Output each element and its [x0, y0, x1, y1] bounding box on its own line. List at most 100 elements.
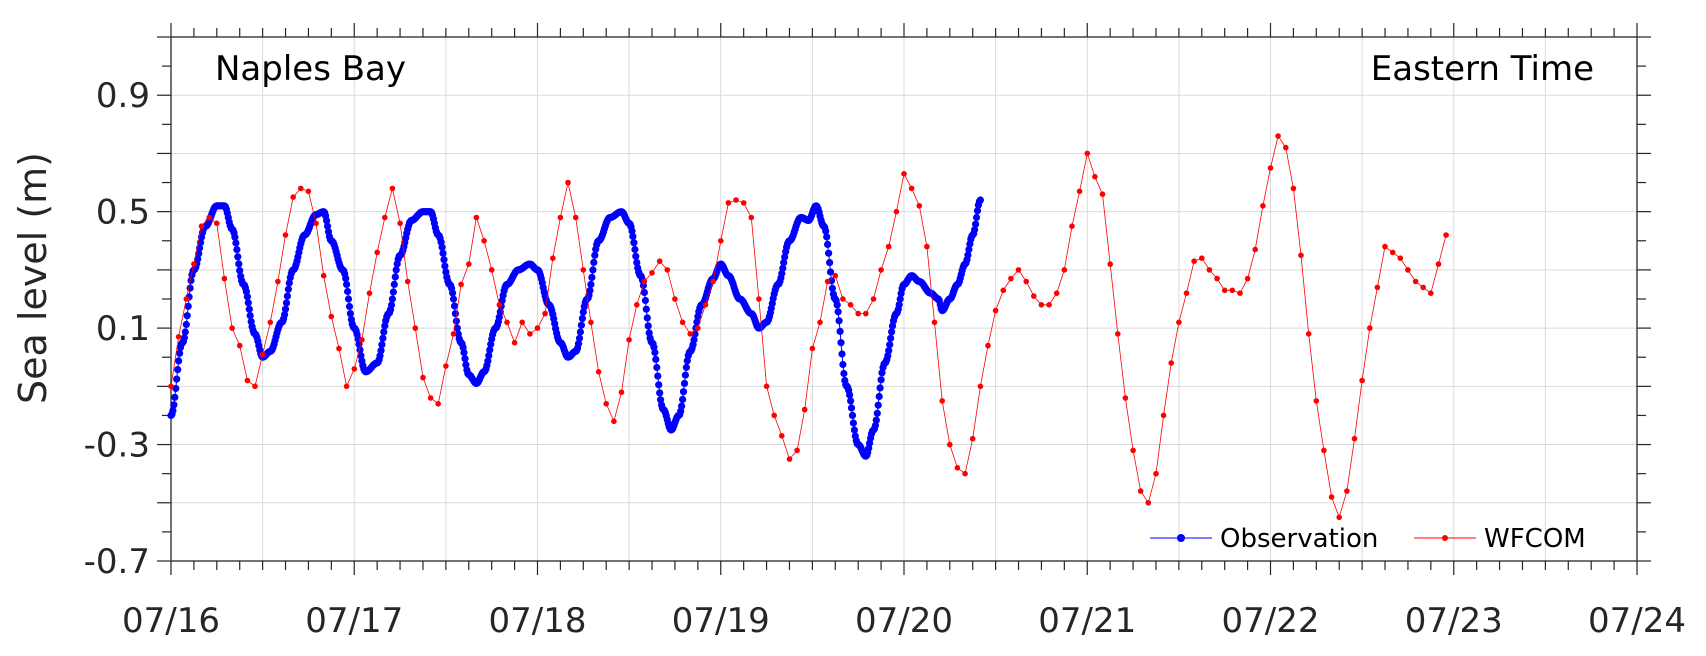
wfcom-point — [1275, 133, 1281, 139]
wfcom-point — [596, 369, 602, 375]
wfcom-point — [542, 311, 548, 317]
observation-point — [836, 317, 843, 324]
wfcom-point — [451, 331, 457, 337]
observation-point — [453, 318, 460, 325]
wfcom-point — [672, 296, 678, 302]
x-tick-label: 07/22 — [1222, 601, 1320, 641]
wfcom-point — [466, 261, 472, 267]
x-tick-label: 07/20 — [855, 601, 953, 641]
observation-point — [651, 349, 658, 356]
wfcom-point — [1031, 293, 1037, 299]
wfcom-point — [435, 401, 441, 407]
wfcom-point — [519, 320, 525, 326]
wfcom-point — [886, 244, 892, 250]
wfcom-point — [405, 279, 411, 285]
wfcom-point — [512, 340, 518, 346]
wfcom-point — [1062, 267, 1068, 273]
observation-point — [282, 306, 289, 313]
wfcom-point — [184, 296, 190, 302]
wfcom-point — [527, 331, 533, 337]
wfcom-point — [1008, 276, 1014, 282]
wfcom-point — [894, 209, 900, 215]
wfcom-point — [191, 261, 197, 267]
wfcom-point — [1405, 267, 1411, 273]
observation-point — [885, 347, 892, 354]
wfcom-point — [817, 320, 823, 326]
wfcom-point — [901, 171, 907, 177]
x-tick-label: 07/21 — [1038, 601, 1136, 641]
observation-point — [390, 288, 397, 295]
wfcom-point — [787, 456, 793, 462]
wfcom-point — [680, 320, 686, 326]
wfcom-markers — [168, 133, 1449, 520]
y-tick-label: 0.1 — [96, 309, 150, 349]
wfcom-point — [550, 255, 556, 261]
wfcom-point — [970, 436, 976, 442]
wfcom-point — [978, 384, 984, 390]
observation-point — [577, 328, 584, 335]
wfcom-point — [298, 186, 304, 192]
wfcom-point — [443, 363, 449, 369]
timezone-annotation: Eastern Time — [1371, 49, 1594, 89]
wfcom-point — [779, 433, 785, 439]
observation-point — [590, 259, 597, 266]
wfcom-point — [939, 398, 945, 404]
wfcom-point — [1023, 279, 1029, 285]
observation-point — [837, 339, 844, 346]
wfcom-point — [1230, 288, 1236, 294]
observation-point — [680, 388, 687, 395]
observation-point — [587, 281, 594, 288]
observation-point — [652, 356, 659, 363]
observation-point — [632, 253, 639, 260]
observation-point — [826, 259, 833, 266]
location-annotation: Naples Bay — [215, 49, 406, 89]
observation-point — [972, 221, 979, 228]
wfcom-point — [1107, 261, 1113, 267]
observation-point — [630, 239, 637, 246]
legend-wfcom-marker — [1442, 535, 1448, 541]
observation-point — [170, 401, 177, 408]
observation-point — [285, 286, 292, 293]
wfcom-point — [1352, 436, 1358, 442]
observation-point — [679, 396, 686, 403]
wfcom-point — [382, 215, 388, 221]
wfcom-point — [573, 215, 579, 221]
wfcom-point — [657, 258, 663, 264]
observation-point — [171, 394, 178, 401]
observation-point — [874, 410, 881, 417]
wfcom-point — [313, 221, 319, 227]
observation-point — [450, 295, 457, 302]
wfcom-point — [962, 471, 968, 477]
wfcom-point — [336, 346, 342, 352]
observation-point — [175, 357, 182, 364]
wfcom-point — [634, 302, 640, 308]
wfcom-point — [420, 375, 426, 381]
observation-point — [839, 361, 846, 368]
wfcom-point — [206, 215, 212, 221]
observation-point — [834, 301, 841, 308]
wfcom-point — [810, 346, 816, 352]
wfcom-point — [665, 267, 671, 273]
observation-point — [378, 341, 385, 348]
wfcom-point — [1413, 279, 1419, 285]
observation-point — [681, 380, 688, 387]
observation-point — [460, 349, 467, 356]
observation-point — [380, 328, 387, 335]
observation-point — [439, 250, 446, 257]
wfcom-point — [771, 413, 777, 419]
x-tick-label: 07/19 — [672, 601, 770, 641]
wfcom-point — [1161, 413, 1167, 419]
wfcom-point — [825, 279, 831, 285]
wfcom-point — [1222, 288, 1228, 294]
observation-point — [452, 310, 459, 317]
x-tick-label: 07/17 — [305, 601, 403, 641]
wfcom-point — [428, 395, 434, 401]
wfcom-point — [245, 378, 251, 384]
wfcom-point — [1268, 165, 1274, 171]
wfcom-point — [642, 279, 648, 285]
wfcom-point — [1260, 203, 1266, 209]
wfcom-point — [993, 308, 999, 314]
wfcom-point — [833, 273, 839, 279]
wfcom-point — [1321, 448, 1327, 454]
wfcom-point — [1306, 331, 1312, 337]
